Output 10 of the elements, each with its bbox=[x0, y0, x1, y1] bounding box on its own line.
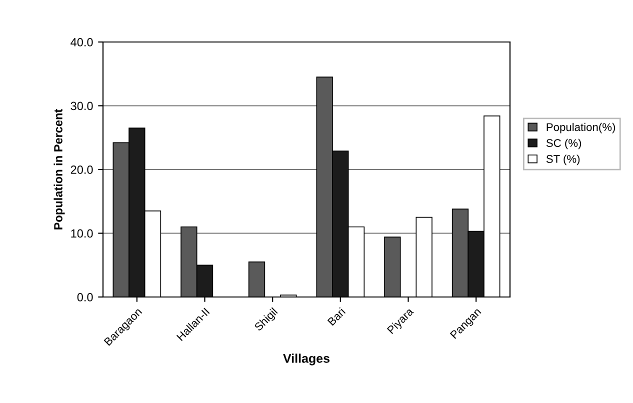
y-tick-label: 10.0 bbox=[71, 229, 93, 238]
y-axis-title: Population in Percent bbox=[54, 108, 65, 230]
legend-label: SC (%) bbox=[546, 138, 582, 150]
y-tick-label: 0.0 bbox=[77, 293, 93, 302]
legend-label: Population(%) bbox=[546, 122, 616, 134]
y-tick-label: 40.0 bbox=[70, 38, 93, 46]
x-axis-title: Villages bbox=[283, 354, 330, 366]
y-tick-label: 30.0 bbox=[70, 102, 93, 110]
legend-label: ST (%) bbox=[546, 154, 580, 166]
y-tick-label: 20.0 bbox=[70, 166, 93, 174]
